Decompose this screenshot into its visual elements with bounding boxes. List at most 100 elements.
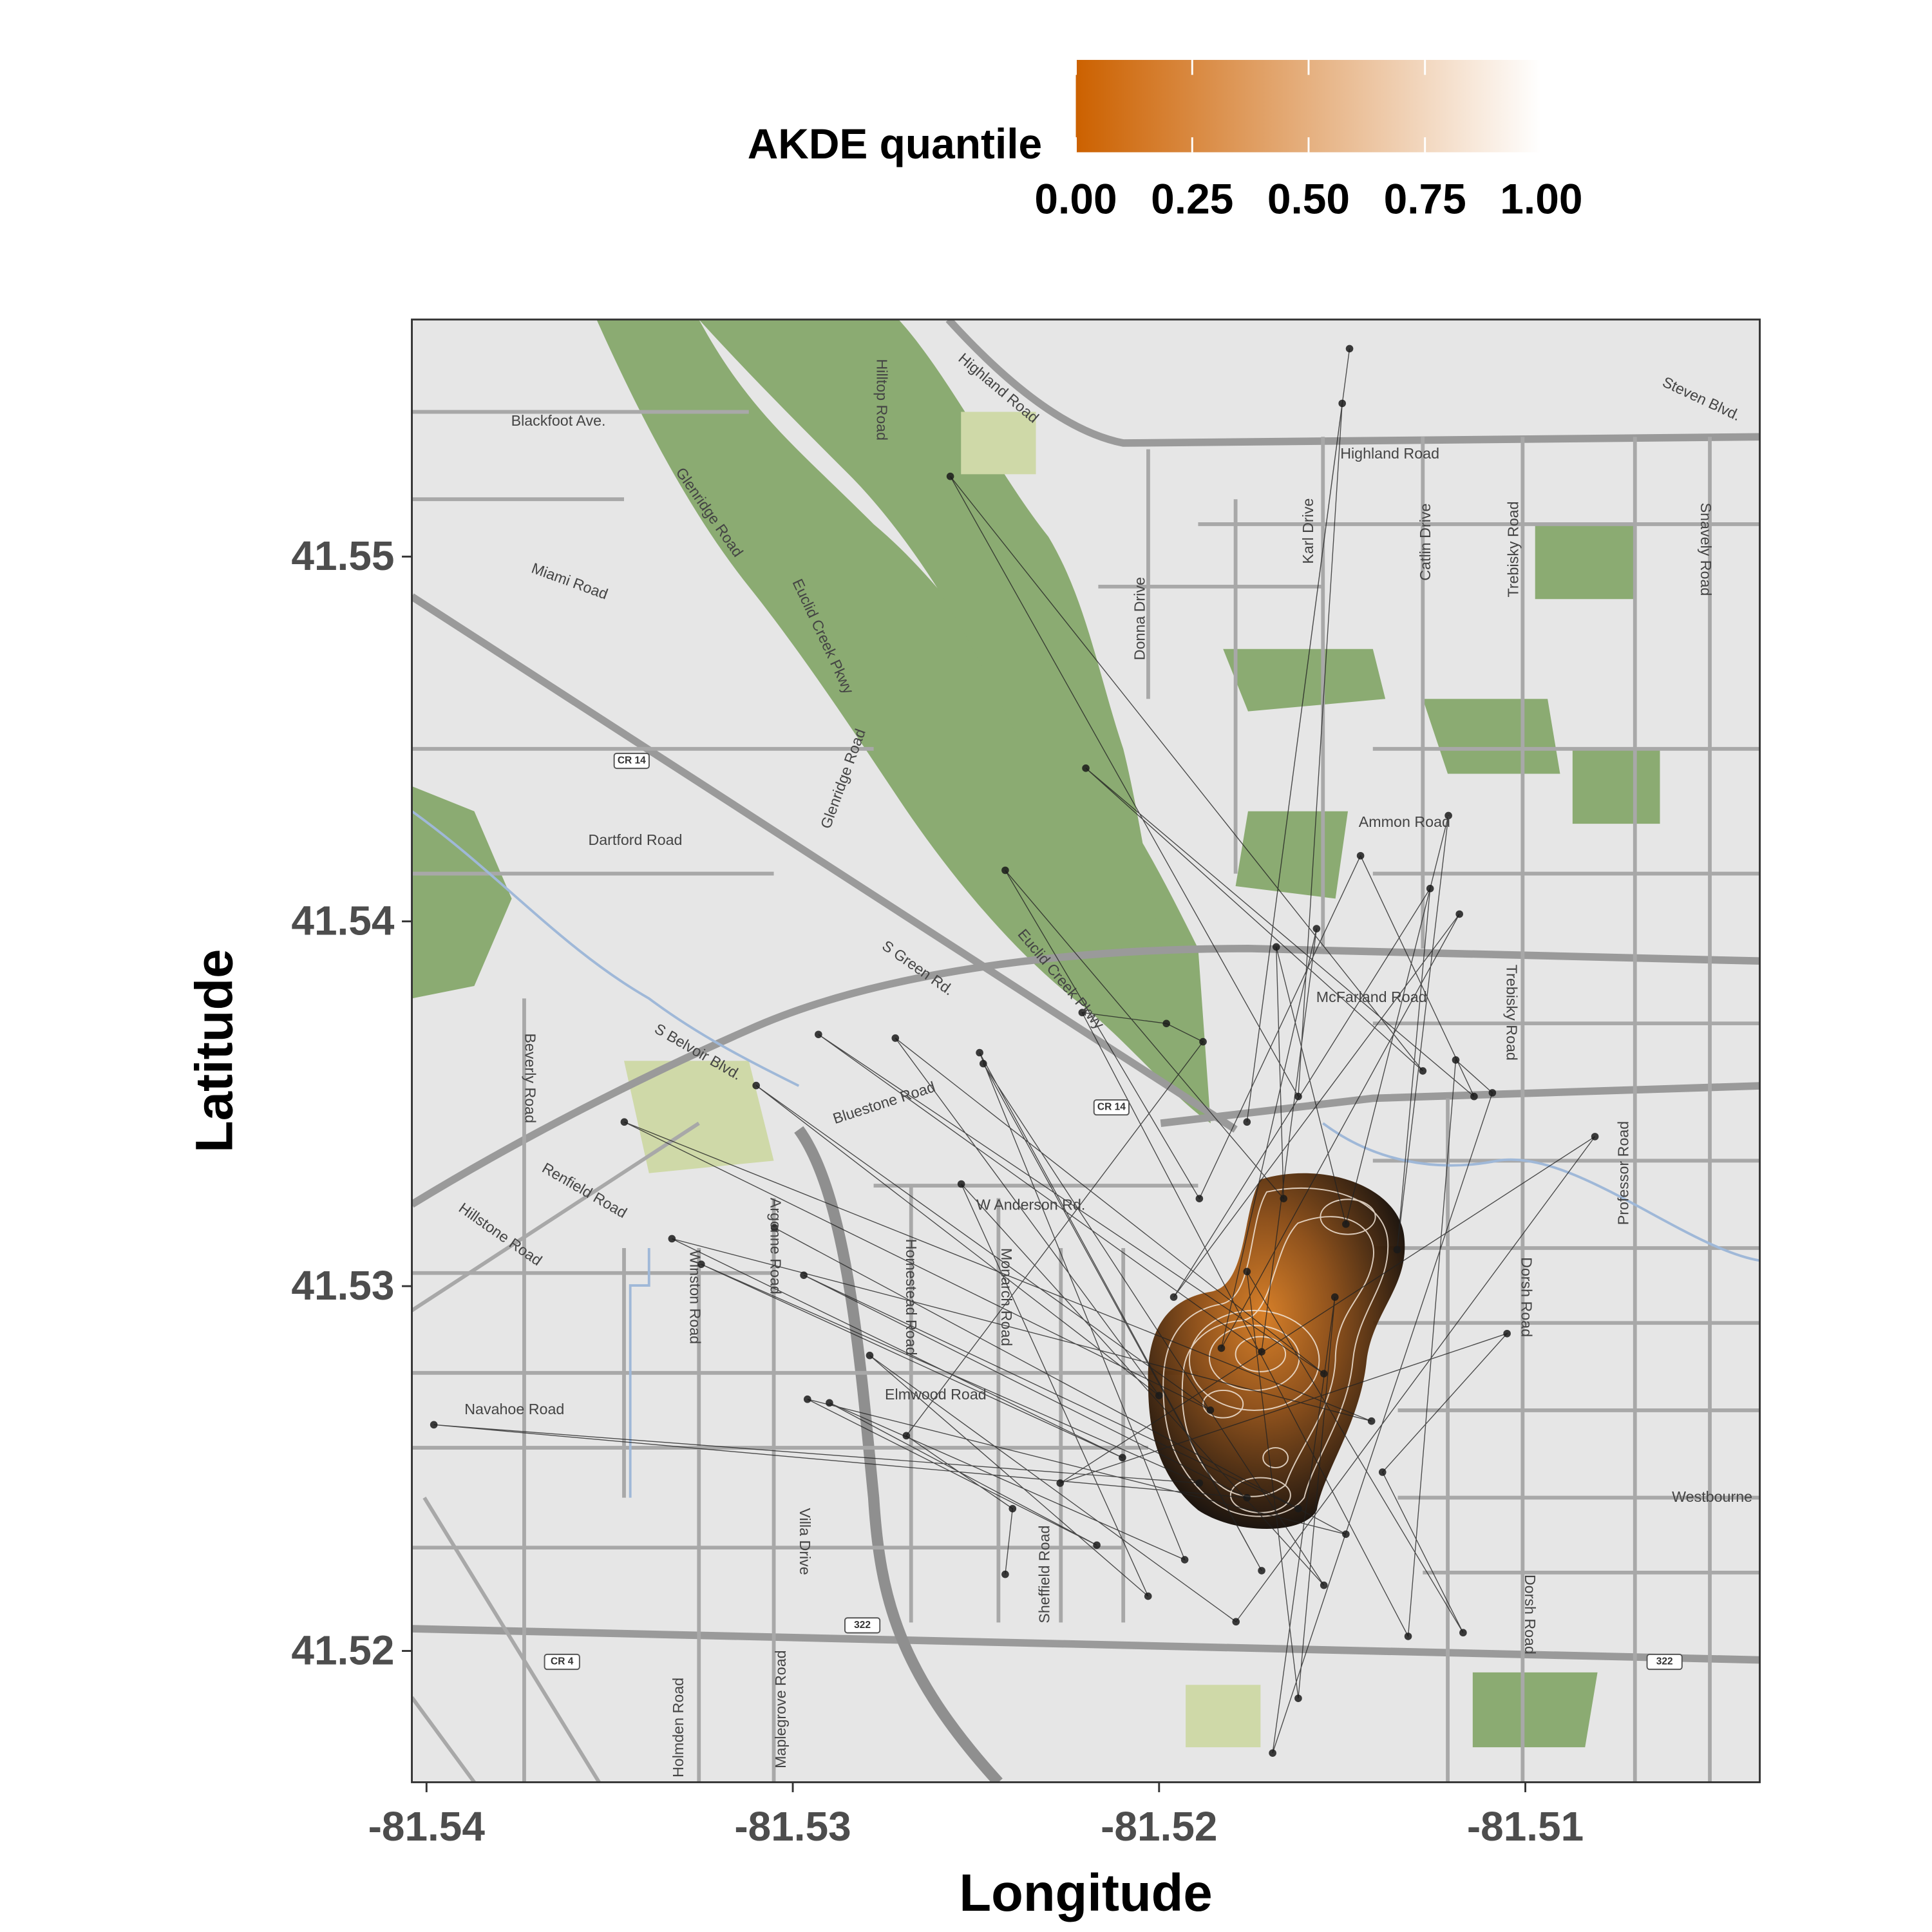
location-point	[1455, 910, 1463, 918]
location-point	[1001, 1570, 1009, 1578]
location-point	[1119, 1454, 1126, 1462]
x-tick-label: -81.53	[734, 1803, 851, 1850]
location-point	[697, 1260, 705, 1268]
location-point	[866, 1351, 874, 1359]
street-label: Beverly Road	[522, 1033, 538, 1123]
location-point	[1459, 1629, 1467, 1637]
location-point	[826, 1399, 833, 1407]
colorbar-tick-label: 0.75	[1384, 175, 1466, 222]
location-point	[1342, 1530, 1350, 1539]
location-point	[1393, 1245, 1401, 1254]
location-point	[1272, 943, 1280, 951]
street-label: Homestead Road	[903, 1239, 920, 1356]
location-point	[1367, 1417, 1376, 1425]
location-point	[1009, 1504, 1017, 1513]
x-tick-label: -81.51	[1467, 1803, 1584, 1850]
location-point	[1056, 1479, 1065, 1487]
location-point	[1162, 1019, 1170, 1028]
street-label: Karl Drive	[1300, 498, 1316, 564]
street-label: Holmden Road	[670, 1678, 687, 1777]
road-shield	[544, 1653, 580, 1671]
location-point	[1170, 1293, 1178, 1301]
road-shield	[844, 1617, 881, 1634]
location-point	[1269, 1749, 1276, 1757]
location-point	[1320, 1581, 1328, 1589]
location-point	[1356, 851, 1365, 860]
location-point	[1426, 884, 1434, 893]
location-point	[803, 1395, 811, 1403]
street-label: Catlin Drive	[1417, 504, 1434, 581]
location-point	[1345, 345, 1354, 353]
location-point	[1312, 925, 1321, 933]
street-label: Navahoe Road	[464, 1401, 564, 1417]
location-point	[1294, 1092, 1302, 1101]
location-point	[1144, 1592, 1152, 1600]
location-point	[1258, 1348, 1265, 1356]
street-label: Trebisky Road	[1505, 501, 1522, 597]
street-label: Ammon Road	[1359, 813, 1450, 830]
road-shield-label: 322	[854, 1620, 871, 1631]
location-point	[957, 1180, 965, 1188]
street-label: Elmwood Road	[885, 1386, 987, 1403]
location-point	[1258, 1567, 1265, 1575]
location-point	[1243, 1267, 1251, 1276]
street-label: Snavely Road	[1698, 503, 1714, 596]
street-label: Argonne Road	[767, 1198, 784, 1294]
street-label: Winston Road	[687, 1250, 703, 1344]
colorbar-tick-label: 0.50	[1267, 175, 1350, 222]
location-point	[946, 472, 954, 480]
location-point	[430, 1421, 438, 1429]
street-label: Highland Road	[1340, 445, 1439, 462]
street-label: Westbourne	[1672, 1488, 1752, 1505]
street-label: W Anderson Rd.	[976, 1197, 1085, 1213]
location-point	[979, 1059, 987, 1068]
location-point	[815, 1030, 822, 1039]
road-shield	[1093, 1099, 1130, 1116]
street-label: Dorsh Road	[1522, 1575, 1539, 1654]
road-shield	[613, 752, 650, 770]
street-label: McFarland Road	[1316, 989, 1427, 1005]
location-point	[1320, 1370, 1328, 1378]
location-point	[891, 1034, 900, 1042]
location-point	[1243, 1118, 1251, 1126]
location-point	[1378, 1468, 1387, 1476]
street-label: Donna Drive	[1132, 577, 1148, 660]
location-point	[1452, 1056, 1460, 1064]
location-point	[902, 1432, 911, 1440]
x-tick-label: -81.54	[368, 1803, 486, 1850]
location-point	[1404, 1633, 1412, 1640]
map-background	[412, 319, 1760, 1783]
street-label: Hilltop Road	[873, 359, 890, 440]
location-point	[1444, 811, 1452, 820]
location-point	[800, 1271, 808, 1279]
location-point	[1419, 1067, 1427, 1075]
location-point	[1180, 1556, 1189, 1564]
location-point	[1503, 1329, 1511, 1338]
location-point	[1195, 1479, 1204, 1487]
x-tick-label: -81.52	[1101, 1803, 1217, 1850]
road-shield-label: CR 14	[618, 755, 646, 766]
location-point	[1280, 1195, 1287, 1202]
location-point	[1338, 399, 1346, 408]
street-label: Dartford Road	[588, 831, 682, 848]
location-point	[1001, 866, 1009, 875]
street-label: Blackfoot Ave.	[511, 412, 606, 429]
street-label: Professor Road	[1615, 1121, 1631, 1226]
colorbar	[1075, 60, 1542, 153]
location-point	[1078, 1009, 1086, 1017]
y-tick-label: 41.52	[291, 1627, 394, 1673]
y-tick-label: 41.54	[291, 897, 394, 943]
colorbar-tick-label: 1.00	[1500, 175, 1582, 222]
colorbar-tick-label: 0.25	[1151, 175, 1233, 222]
location-point	[1342, 1220, 1350, 1228]
street-label: Dorsh Road	[1518, 1257, 1535, 1337]
y-axis-title: Latitude	[185, 949, 244, 1153]
location-point	[1206, 1406, 1215, 1414]
colorbar-tick-label: 0.00	[1034, 175, 1117, 222]
location-point	[620, 1118, 629, 1126]
location-point	[1243, 1493, 1251, 1502]
location-point	[668, 1235, 676, 1243]
location-point	[1488, 1089, 1497, 1097]
